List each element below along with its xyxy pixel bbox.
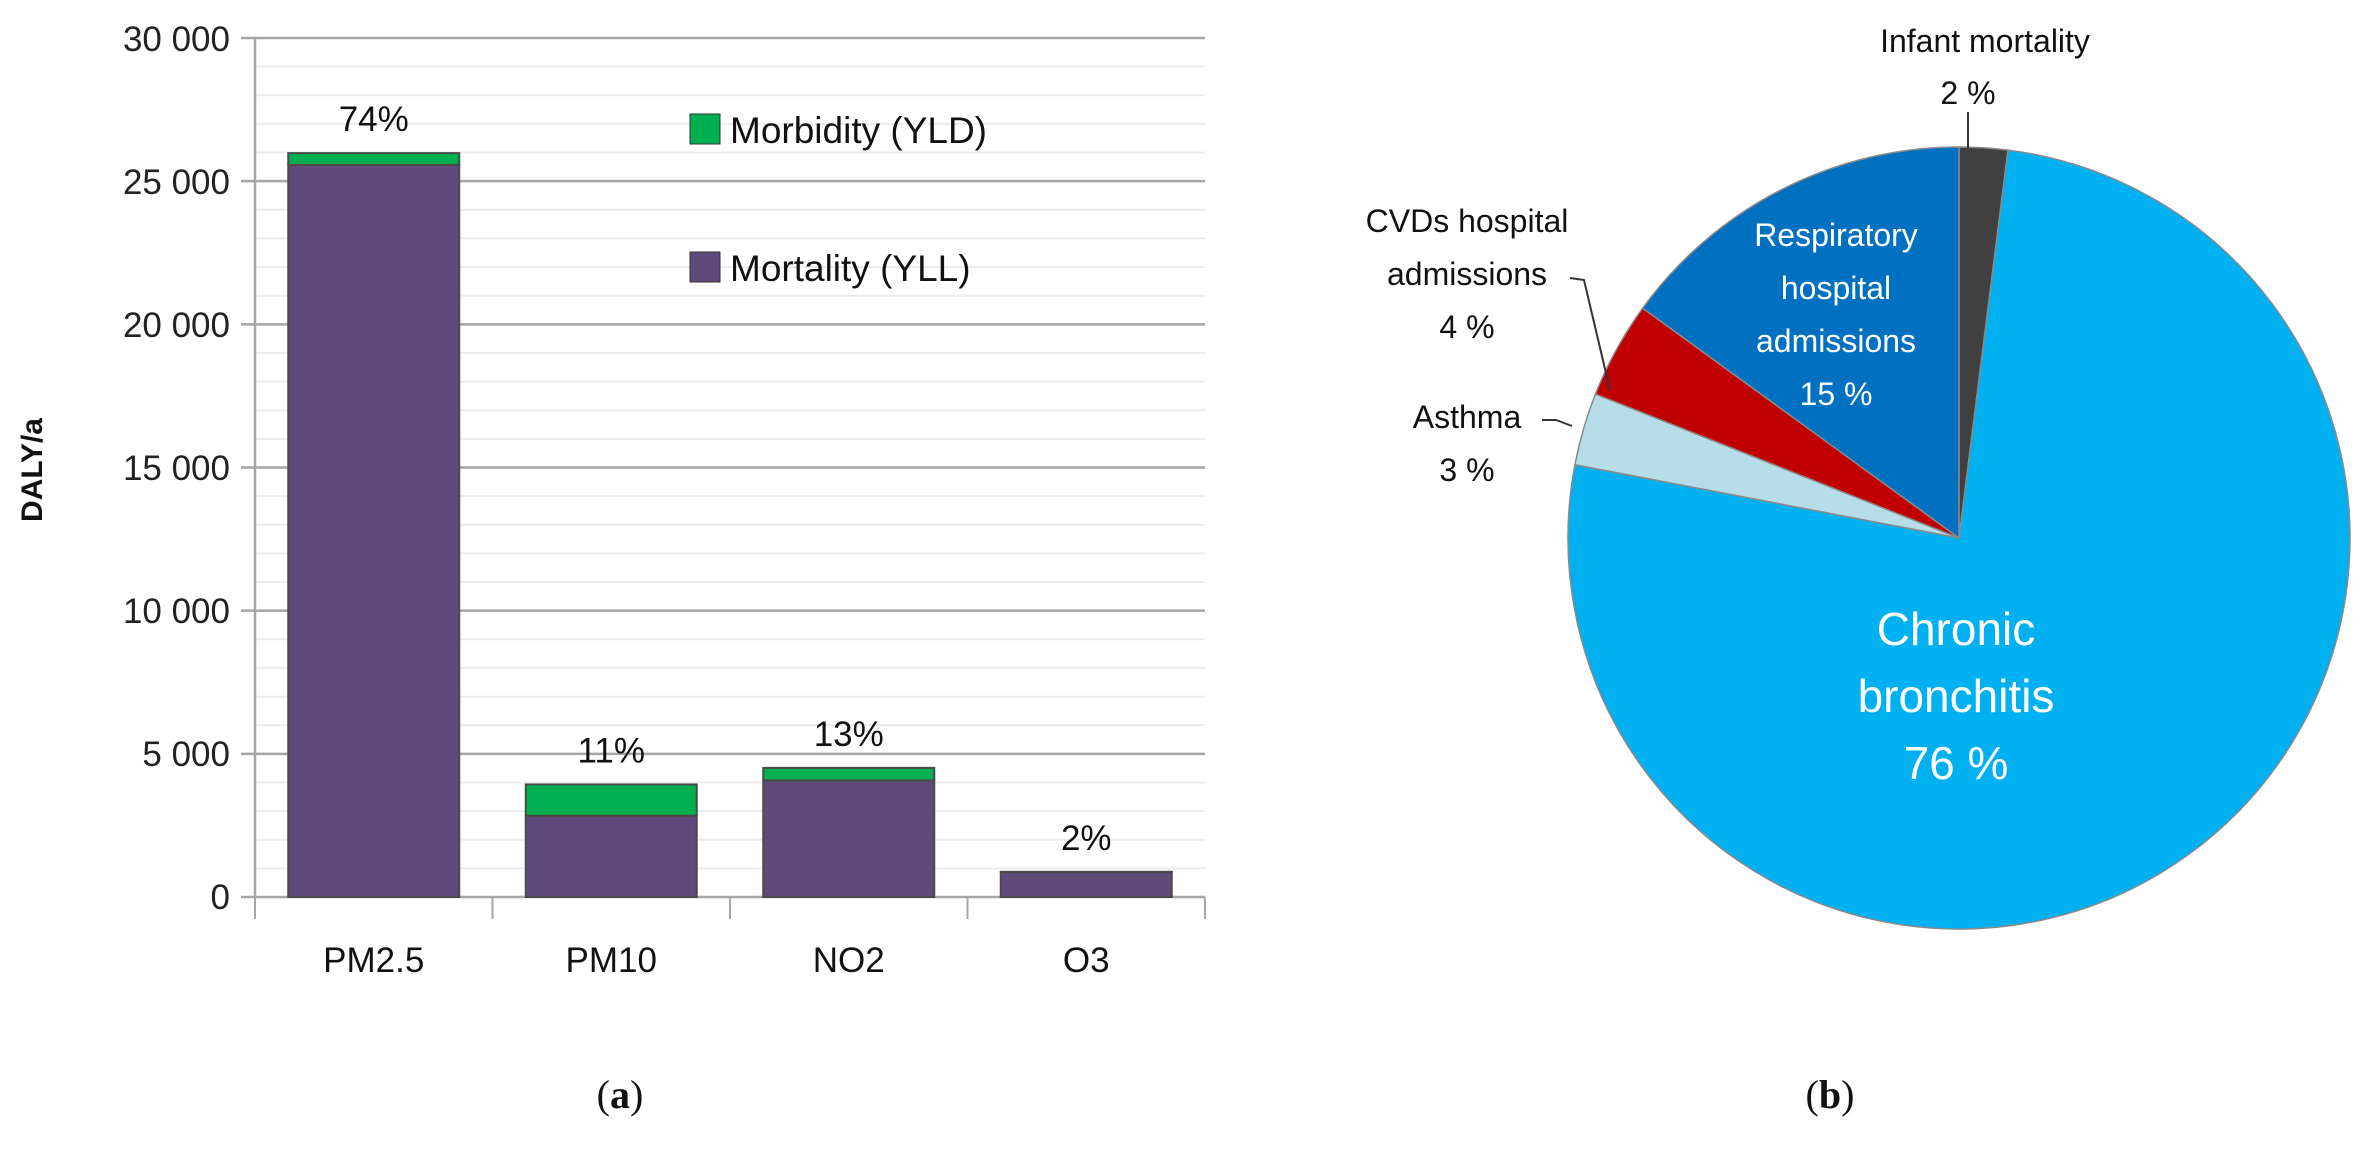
pie-label-cvds-2: admissions: [1387, 256, 1547, 292]
category-label: PM2.5: [323, 941, 424, 980]
bar-segment-mortality: [999, 871, 1173, 898]
pie-slice-respiratory: [1641, 146, 1960, 540]
data-label: 11%: [578, 731, 645, 770]
pie-pct-cvds: 4 %: [1439, 309, 1494, 345]
data-label: 74%: [339, 100, 409, 139]
bar-segment-morbidity: [524, 783, 698, 817]
y-tick-label: 5 000: [142, 735, 230, 774]
category-label: PM10: [566, 941, 657, 980]
legend-label-mortality: Mortality (YLL): [730, 248, 971, 289]
leader-line-cvds: [1569, 277, 1611, 391]
y-tick-labels: 0 5 000 10 000 15 000 20 000 25 000 30 0…: [123, 20, 230, 917]
bar-segment-mortality: [287, 163, 461, 899]
category-labels: PM2.5 PM10 NO2 O3: [323, 941, 1109, 980]
leader-line-asthma: [1542, 419, 1573, 427]
pie-label-chronic-1: Chronic: [1877, 603, 2036, 655]
y-axis-label: DALY/a: [16, 418, 49, 522]
category-label: O3: [1063, 941, 1110, 980]
legend-label-morbidity: Morbidity (YLD): [730, 110, 987, 151]
bar-segment-mortality: [762, 779, 936, 899]
panel-label-a: (a): [597, 1072, 644, 1117]
category-label: NO2: [813, 941, 885, 980]
y-tick-label: 0: [211, 878, 230, 917]
pie-pct-respiratory: 15 %: [1800, 376, 1873, 412]
y-tick-label: 15 000: [123, 449, 230, 488]
pie-label-asthma: Asthma: [1413, 399, 1522, 435]
y-tick-label: 20 000: [123, 306, 230, 345]
pie-label-cvds-1: CVDs hospital: [1366, 203, 1569, 239]
bar-segment-morbidity: [762, 766, 936, 782]
pie-pct-chronic: 76 %: [1904, 737, 2009, 789]
data-labels: 74% 11% 13% 2%: [339, 100, 1112, 858]
pie-label-infant: Infant mortality: [1880, 23, 2090, 59]
pie-slices: [1567, 146, 2351, 930]
data-label: 2%: [1061, 819, 1112, 858]
bar-segment-mortality: [524, 814, 698, 898]
legend-swatch-morbidity: [689, 113, 721, 145]
pie-labels: Infant mortality 2 % CVDs hospital admis…: [1366, 23, 2090, 789]
data-label: 13%: [814, 715, 884, 754]
y-tick-label: 30 000: [123, 20, 230, 59]
y-tick-label: 10 000: [123, 592, 230, 631]
pie-pct-infant: 2 %: [1940, 75, 1995, 111]
pie-leader-lines: [1542, 112, 1969, 427]
legend-swatch-mortality: [689, 251, 721, 283]
legend: Morbidity (YLD) Mortality (YLL): [689, 110, 987, 289]
bar-segment-morbidity: [287, 152, 461, 166]
y-tick-label: 25 000: [123, 163, 230, 202]
bars: [287, 152, 1173, 899]
pie-label-respiratory-1: Respiratory: [1754, 217, 1918, 253]
pie-label-respiratory-3: admissions: [1756, 323, 1916, 359]
pie-pct-asthma: 3 %: [1439, 452, 1494, 488]
pie-label-respiratory-2: hospital: [1781, 270, 1891, 306]
pie-label-chronic-2: bronchitis: [1858, 670, 2055, 722]
panel-label-b: (b): [1806, 1072, 1855, 1117]
pie-slice-chronic: [1567, 149, 2351, 930]
